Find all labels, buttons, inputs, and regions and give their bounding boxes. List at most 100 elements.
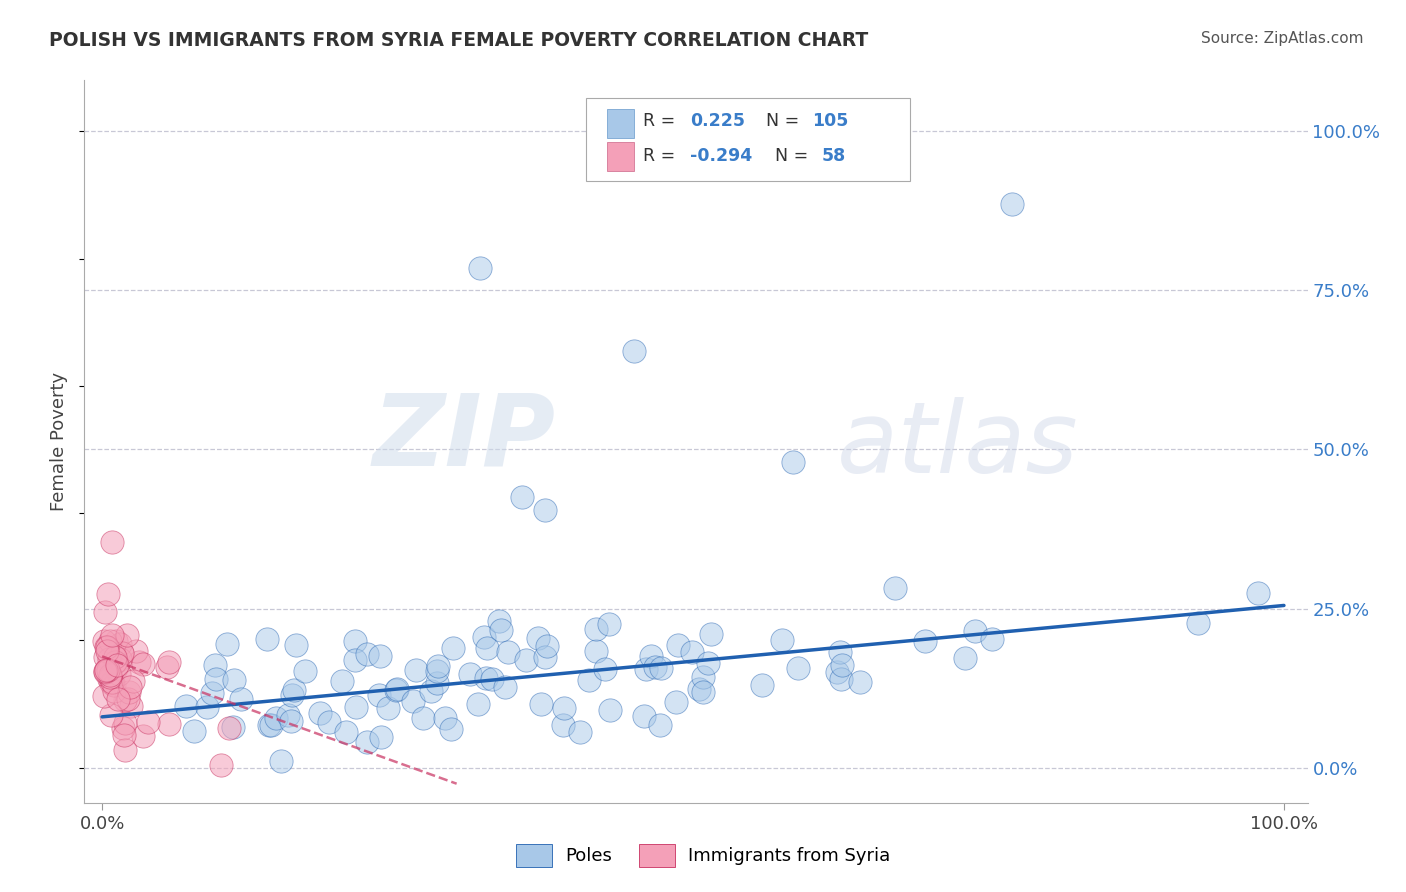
Point — [209, 757, 232, 772]
Point — [458, 666, 481, 681]
Point — [94, 605, 117, 619]
Point — [692, 669, 714, 683]
Point — [825, 665, 848, 680]
Text: R =: R = — [644, 147, 676, 165]
Point — [1187, 615, 1209, 630]
Point — [356, 647, 378, 661]
Point — [118, 680, 141, 694]
Point — [599, 703, 621, 717]
Point — [356, 735, 378, 749]
Point — [256, 632, 278, 646]
Point — [98, 652, 121, 666]
Point — [100, 668, 122, 682]
Text: atlas: atlas — [837, 397, 1078, 493]
Point — [433, 711, 456, 725]
Point — [370, 730, 392, 744]
Point — [101, 675, 124, 690]
Point — [222, 673, 245, 687]
Point — [195, 699, 218, 714]
Point — [595, 662, 617, 676]
Point — [93, 633, 115, 648]
Point — [496, 645, 519, 659]
Point — [104, 649, 127, 664]
Point — [111, 646, 134, 660]
Point — [440, 722, 463, 736]
Point — [578, 673, 600, 687]
Point — [94, 640, 117, 655]
Point — [260, 718, 283, 732]
Point — [474, 672, 496, 686]
Point — [103, 677, 125, 691]
Point — [634, 662, 657, 676]
Point — [782, 455, 804, 469]
Point — [489, 623, 512, 637]
Point — [266, 711, 288, 725]
Point — [848, 674, 870, 689]
Point — [368, 688, 391, 702]
Point — [751, 678, 773, 692]
Point — [257, 718, 280, 732]
Point — [112, 721, 135, 735]
Point — [98, 634, 121, 648]
Point — [183, 723, 205, 738]
Point — [218, 721, 240, 735]
Point — [644, 660, 666, 674]
Point — [174, 699, 197, 714]
Point — [697, 656, 720, 670]
Text: POLISH VS IMMIGRANTS FROM SYRIA FEMALE POVERTY CORRELATION CHART: POLISH VS IMMIGRANTS FROM SYRIA FEMALE P… — [49, 31, 869, 50]
Point — [963, 624, 986, 638]
Point — [467, 697, 489, 711]
Point — [666, 638, 689, 652]
Text: N =: N = — [766, 112, 799, 130]
Point — [427, 658, 450, 673]
Point — [472, 631, 495, 645]
Point — [100, 534, 122, 549]
Point — [665, 695, 688, 709]
Point — [205, 672, 228, 686]
Text: R =: R = — [644, 112, 676, 130]
Point — [534, 503, 557, 517]
Point — [344, 653, 367, 667]
Point — [124, 644, 146, 658]
Point — [121, 674, 143, 689]
Point — [343, 634, 366, 648]
Point — [335, 725, 357, 739]
Point — [330, 673, 353, 688]
Point — [318, 714, 340, 729]
Point — [405, 663, 427, 677]
Point — [98, 672, 121, 686]
Point — [884, 581, 907, 595]
Point — [426, 675, 449, 690]
Point — [529, 698, 551, 712]
Point — [96, 643, 118, 657]
Point — [283, 682, 305, 697]
Point — [103, 684, 125, 698]
Point — [93, 690, 115, 704]
Point — [953, 651, 976, 665]
Point — [470, 261, 492, 276]
Point — [132, 729, 155, 743]
Point — [441, 641, 464, 656]
Text: 105: 105 — [813, 112, 849, 130]
Point — [377, 701, 399, 715]
Point — [104, 655, 127, 669]
Point — [681, 645, 703, 659]
Point — [828, 645, 851, 659]
Point — [94, 664, 117, 678]
Point — [97, 664, 120, 678]
Point — [585, 622, 607, 636]
Point — [553, 701, 575, 715]
Point — [385, 682, 408, 697]
Text: N =: N = — [776, 147, 808, 165]
Point — [94, 665, 117, 680]
Point — [94, 663, 117, 677]
Point — [412, 711, 434, 725]
Point — [107, 691, 129, 706]
Point — [97, 587, 120, 601]
Point — [368, 648, 391, 663]
Point — [830, 672, 852, 686]
Point — [284, 639, 307, 653]
FancyBboxPatch shape — [606, 109, 634, 138]
Point — [426, 665, 449, 679]
Point — [598, 616, 620, 631]
